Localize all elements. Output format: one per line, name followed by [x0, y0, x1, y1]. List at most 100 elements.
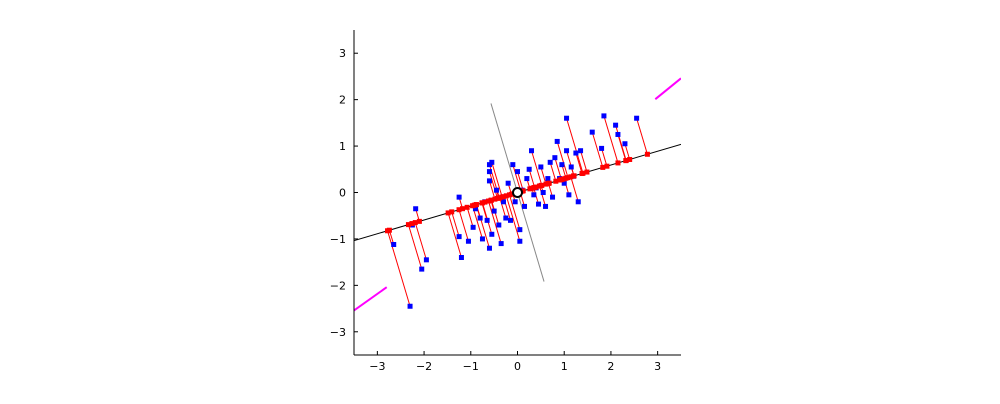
projected-point [562, 176, 567, 181]
data-point [578, 148, 583, 153]
projected-point [627, 157, 632, 162]
data-point [485, 218, 490, 223]
projected-point [645, 152, 650, 157]
projected-point [615, 160, 620, 165]
data-point [391, 242, 396, 247]
data-point [536, 202, 541, 207]
projected-point [446, 210, 451, 215]
data-point [496, 223, 501, 228]
data-point [601, 113, 606, 118]
data-point [457, 195, 462, 200]
x-tick-label: −3 [369, 360, 385, 373]
projection-line [637, 118, 648, 154]
data-point [550, 195, 555, 200]
data-point [489, 232, 494, 237]
data-point [517, 227, 522, 232]
projected-point [568, 174, 573, 179]
y-tick-label: −1 [330, 233, 346, 246]
projected-point [480, 200, 485, 205]
data-point [545, 176, 550, 181]
data-point [480, 236, 485, 241]
projected-point [604, 164, 609, 169]
projected-point [385, 228, 390, 233]
y-tick-label: 1 [339, 140, 346, 153]
data-point [622, 141, 627, 146]
data-point [527, 167, 532, 172]
x-tick-label: 0 [514, 360, 521, 373]
projected-point [584, 170, 589, 175]
data-point [457, 234, 462, 239]
data-point [419, 267, 424, 272]
data-point [566, 192, 571, 197]
data-point [492, 209, 497, 214]
data-point [508, 218, 513, 223]
data-point [471, 225, 476, 230]
data-point [478, 216, 483, 221]
x-tick-label: 1 [561, 360, 568, 373]
data-point [499, 241, 504, 246]
mean-marker [513, 188, 522, 197]
projection-line [388, 231, 411, 306]
projected-point [486, 199, 491, 204]
projected-point [413, 220, 418, 225]
projection-line [452, 212, 459, 237]
data-point [555, 139, 560, 144]
data-point [503, 216, 508, 221]
data-point [515, 169, 520, 174]
data-point [615, 132, 620, 137]
variance-segment [354, 287, 387, 310]
projection-line [467, 207, 473, 227]
x-tick-label: −2 [416, 360, 432, 373]
data-point [559, 162, 564, 167]
data-point [576, 199, 581, 204]
data-point [517, 239, 522, 244]
projected-point [406, 222, 411, 227]
data-point [506, 181, 511, 186]
x-tick-label: 3 [654, 360, 661, 373]
projection-line [408, 225, 421, 270]
projected-point [457, 207, 462, 212]
y-tick-label: 3 [339, 47, 346, 60]
data-point [487, 178, 492, 183]
data-point [522, 204, 527, 209]
data-point [538, 164, 543, 169]
data-point [413, 206, 418, 211]
data-point [613, 123, 618, 128]
projected-point [537, 184, 542, 189]
projected-point [531, 185, 536, 190]
y-tick-label: −2 [330, 279, 346, 292]
projection-line [571, 177, 578, 202]
x-tick-label: 2 [607, 360, 614, 373]
projection-line [576, 153, 582, 173]
projection-line [488, 201, 501, 244]
projected-point [580, 171, 585, 176]
data-point [529, 148, 534, 153]
variance-segment [655, 78, 681, 99]
x-tick-label: −1 [463, 360, 479, 373]
projected-point [474, 202, 479, 207]
data-point [524, 176, 529, 181]
projection-line [618, 134, 626, 160]
data-point [487, 246, 492, 251]
data-point [489, 160, 494, 165]
data-point [548, 160, 553, 165]
data-point [459, 255, 464, 260]
y-tick-label: 0 [339, 187, 346, 200]
data-point [543, 204, 548, 209]
data-point [424, 257, 429, 262]
data-point [564, 148, 569, 153]
projected-point [465, 205, 470, 210]
y-tick-label: −3 [330, 326, 346, 339]
projection-line [550, 162, 556, 181]
projected-point [546, 181, 551, 186]
data-point [634, 116, 639, 121]
data-point [510, 162, 515, 167]
data-point [599, 146, 604, 151]
data-point [494, 188, 499, 193]
data-point [573, 151, 578, 156]
data-point [513, 199, 518, 204]
data-point [564, 116, 569, 121]
data-point [531, 192, 536, 197]
